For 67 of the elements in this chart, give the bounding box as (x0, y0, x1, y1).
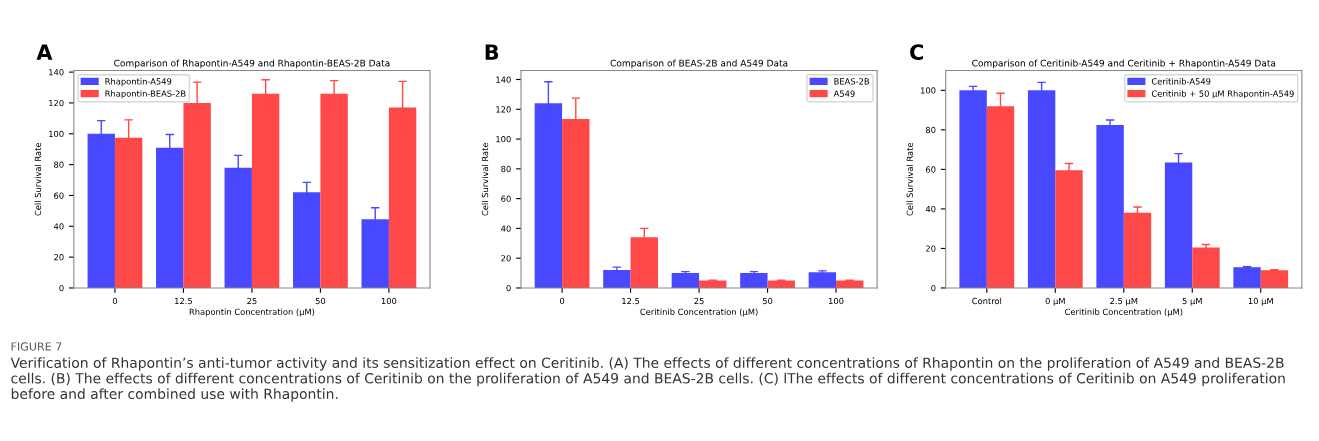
bar (671, 273, 700, 288)
x-tick-label: 0 (112, 297, 118, 305)
y-tick-label: 20 (54, 254, 64, 261)
y-tick-label: 0 (931, 284, 936, 292)
x-tick-label: 25 (247, 297, 257, 305)
y-tick-label: 80 (925, 126, 936, 134)
chart-title: Comparison of BEAS-2B and A549 Data (610, 59, 788, 69)
y-tick-label: 0 (59, 284, 64, 292)
x-tick-label: 100 (829, 297, 844, 305)
legend-label: Ceritinib-A549 (1151, 78, 1211, 85)
y-tick-label: 120 (496, 106, 511, 113)
y-tick-label: 60 (925, 166, 936, 173)
bar (1233, 267, 1261, 288)
x-axis-title: Ceritinib Concentration (μM) (640, 308, 758, 317)
x-tick-label: 12.5 (175, 297, 192, 305)
y-tick-label: 60 (501, 195, 511, 202)
y-tick-label: 100 (921, 87, 936, 94)
chart-title: Comparison of Rhapontin-A549 and Rhapontin-BEAS-2B Data (114, 59, 390, 69)
x-axis-title: Rhapontin Concentration (μM) (189, 308, 315, 317)
y-tick-label: 100 (49, 130, 64, 138)
bar (603, 270, 631, 288)
text: B (485, 44, 499, 60)
y-tick-label: 20 (926, 245, 936, 252)
bar (959, 90, 987, 288)
y-tick-label: 40 (501, 225, 511, 232)
x-tick-label: 5 μM (1182, 297, 1202, 306)
bar (1096, 124, 1124, 288)
x-tick-label: 50 (315, 297, 326, 305)
legend-label: Ceritinib + 50 μM Rhapontin-A549 (1151, 90, 1294, 99)
x-tick-label: 50 (762, 297, 773, 305)
y-tick-label: 60 (54, 192, 64, 199)
x-tick-label: 0 (560, 297, 565, 305)
x-axis-title: Ceritinib Concentration (μM) (1065, 308, 1183, 317)
legend-label: A549 (833, 90, 855, 97)
y-tick-label: 20 (501, 255, 511, 262)
y-tick-label: 0 (506, 284, 511, 292)
x-tick-label: 100 (381, 297, 397, 305)
caption: FIGURE 7 (11, 342, 62, 351)
bar (808, 272, 837, 288)
y-axis-title: Cell Survival Rate (906, 142, 913, 216)
bar (1123, 212, 1152, 288)
y-tick-label: 80 (54, 161, 64, 168)
x-tick-label: 0 μM (1045, 297, 1065, 306)
legend-label: BEAS-2B (834, 78, 870, 85)
legend-label: Rhapontin-BEAS-2B (105, 90, 186, 99)
text: C (910, 44, 924, 60)
x-tick-label: Control (972, 297, 1002, 305)
x-tick-label: 25 (694, 297, 704, 305)
y-axis-title: Cell Survival Rate (34, 142, 42, 216)
chart-title: Comparison of Ceritinib-A549 and Ceritinib + Rhapontin-A549 Data (972, 59, 1276, 69)
bar (1260, 270, 1289, 288)
legend-label: Rhapontin-A549 (105, 78, 172, 87)
x-tick-label: 2.5 μM (1110, 297, 1138, 306)
text: A (36, 44, 53, 60)
text: Verification of Rhapontin’s anti-tumor activity and its sensitization effect on Ceritinib. (A) The effects of different concentrations of Rhapontin on the proliferation of A549 and BEAS-2B cells. (B) The effects of different concentrations of Ceritinib on the proliferation of A549 and BEAS-2B cells. (C) lThe effects of different concentrations of Ceritinib on A549 proliferation before and after combined use with Rhapontin. (10, 357, 1285, 402)
y-axis-title: Cell Survival Rate (481, 142, 489, 216)
y-tick-label: 100 (496, 136, 511, 143)
bar (740, 273, 768, 288)
x-tick-label: 10 μM (1248, 297, 1273, 306)
y-tick-label: 120 (49, 99, 64, 107)
y-tick-label: 40 (53, 223, 64, 230)
y-tick-label: 140 (496, 76, 511, 83)
y-tick-label: 140 (49, 69, 64, 76)
y-tick-label: 40 (925, 205, 936, 213)
x-tick-label: 12.5 (622, 297, 640, 305)
bar (1192, 247, 1220, 288)
y-tick-label: 80 (501, 165, 511, 173)
